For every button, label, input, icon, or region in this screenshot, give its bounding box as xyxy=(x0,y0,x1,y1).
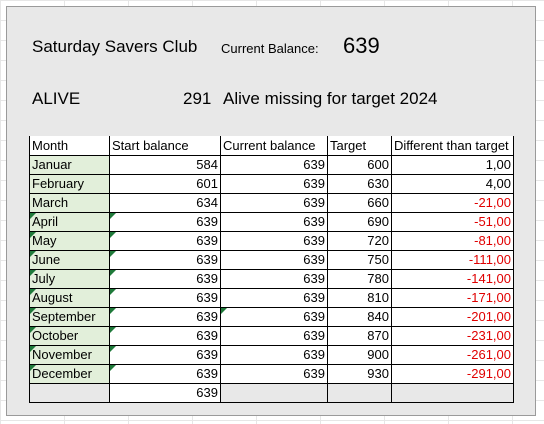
column-header-current-balance[interactable]: Current balance xyxy=(220,136,328,156)
missing-amount[interactable]: 291 xyxy=(183,89,212,108)
target-cell[interactable]: 810 xyxy=(327,287,392,308)
start-balance-cell[interactable]: 639 xyxy=(109,268,221,289)
table-row: June 639 639 750 -111,00 xyxy=(29,249,514,270)
current-balance-cell[interactable]: 639 xyxy=(220,192,328,213)
footer-empty-cell[interactable] xyxy=(220,382,328,403)
table-row: November 639 639 900 -261,00 xyxy=(29,344,514,365)
difference-cell[interactable]: -201,00 xyxy=(391,306,514,327)
current-balance-cell[interactable]: 639 xyxy=(220,154,328,175)
difference-cell[interactable]: -231,00 xyxy=(391,325,514,346)
table-header-row: Month Start balance Current balance Targ… xyxy=(29,136,514,156)
table-footer-row: 639 xyxy=(29,382,514,403)
target-cell[interactable]: 690 xyxy=(327,211,392,232)
current-balance-cell[interactable]: 639 xyxy=(220,344,328,365)
table-row: December 639 639 930 -291,00 xyxy=(29,363,514,384)
difference-cell[interactable]: -261,00 xyxy=(391,344,514,365)
table-row: February 601 639 630 4,00 xyxy=(29,173,514,194)
table-row: August 639 639 810 -171,00 xyxy=(29,287,514,308)
start-balance-cell[interactable]: 639 xyxy=(109,287,221,308)
difference-cell[interactable]: -291,00 xyxy=(391,363,514,384)
table-row: Januar 584 639 600 1,00 xyxy=(29,154,514,175)
column-header-target[interactable]: Target xyxy=(327,136,392,156)
target-cell[interactable]: 900 xyxy=(327,344,392,365)
current-balance-cell[interactable]: 639 xyxy=(220,325,328,346)
difference-cell[interactable]: -21,00 xyxy=(391,192,514,213)
start-balance-cell[interactable]: 639 xyxy=(109,325,221,346)
table-row: May 639 639 720 -81,00 xyxy=(29,230,514,251)
start-balance-cell[interactable]: 601 xyxy=(109,173,221,194)
month-cell[interactable]: September xyxy=(29,306,110,327)
target-cell[interactable]: 780 xyxy=(327,268,392,289)
column-header-difference[interactable]: Different than target xyxy=(391,136,514,156)
target-cell[interactable]: 750 xyxy=(327,249,392,270)
footer-empty-cell[interactable] xyxy=(327,382,392,403)
target-cell[interactable]: 600 xyxy=(327,154,392,175)
column-header-month[interactable]: Month xyxy=(29,136,110,156)
target-cell[interactable]: 720 xyxy=(327,230,392,251)
start-balance-cell[interactable]: 634 xyxy=(109,192,221,213)
start-balance-cell[interactable]: 584 xyxy=(109,154,221,175)
difference-cell[interactable]: -171,00 xyxy=(391,287,514,308)
table-row: July 639 639 780 -141,00 xyxy=(29,268,514,289)
month-cell[interactable]: June xyxy=(29,249,110,270)
month-cell[interactable]: Januar xyxy=(29,154,110,175)
table-row: September 639 639 840 -201,00 xyxy=(29,306,514,327)
month-cell[interactable]: July xyxy=(29,268,110,289)
start-balance-cell[interactable]: 639 xyxy=(109,230,221,251)
difference-cell[interactable]: 4,00 xyxy=(391,173,514,194)
current-balance-cell[interactable]: 639 xyxy=(220,306,328,327)
month-cell[interactable]: May xyxy=(29,230,110,251)
month-cell[interactable]: March xyxy=(29,192,110,213)
status-label[interactable]: ALIVE xyxy=(32,89,81,108)
footer-empty-cell[interactable] xyxy=(391,382,514,403)
month-cell[interactable]: October xyxy=(29,325,110,346)
difference-cell[interactable]: -111,00 xyxy=(391,249,514,270)
start-balance-cell[interactable]: 639 xyxy=(109,211,221,232)
target-cell[interactable]: 630 xyxy=(327,173,392,194)
current-balance-label[interactable]: Current Balance: xyxy=(221,41,319,56)
target-cell[interactable]: 930 xyxy=(327,363,392,384)
current-balance-cell[interactable]: 639 xyxy=(220,211,328,232)
start-balance-cell[interactable]: 639 xyxy=(109,363,221,384)
start-balance-cell[interactable]: 639 xyxy=(109,249,221,270)
target-cell[interactable]: 840 xyxy=(327,306,392,327)
footer-empty-cell[interactable] xyxy=(29,382,110,403)
missing-target-text[interactable]: Alive missing for target 2024 xyxy=(223,89,438,108)
current-balance-cell[interactable]: 639 xyxy=(220,173,328,194)
table-row: March 634 639 660 -21,00 xyxy=(29,192,514,213)
current-balance-cell[interactable]: 639 xyxy=(220,249,328,270)
difference-cell[interactable]: -141,00 xyxy=(391,268,514,289)
month-cell[interactable]: December xyxy=(29,363,110,384)
target-cell[interactable]: 660 xyxy=(327,192,392,213)
current-balance-cell[interactable]: 639 xyxy=(220,230,328,251)
target-cell[interactable]: 870 xyxy=(327,325,392,346)
club-title[interactable]: Saturday Savers Club xyxy=(32,37,198,56)
month-cell[interactable]: November xyxy=(29,344,110,365)
month-cell[interactable]: April xyxy=(29,211,110,232)
savings-panel: Saturday Savers Club Current Balance: 63… xyxy=(6,6,536,416)
month-cell[interactable]: August xyxy=(29,287,110,308)
start-balance-cell[interactable]: 639 xyxy=(109,306,221,327)
start-balance-cell[interactable]: 639 xyxy=(109,344,221,365)
current-balance-value[interactable]: 639 xyxy=(343,33,380,58)
difference-cell[interactable]: -81,00 xyxy=(391,230,514,251)
current-balance-cell[interactable]: 639 xyxy=(220,363,328,384)
current-balance-cell[interactable]: 639 xyxy=(220,268,328,289)
month-cell[interactable]: February xyxy=(29,173,110,194)
start-balance-total[interactable]: 639 xyxy=(109,382,221,403)
current-balance-cell[interactable]: 639 xyxy=(220,287,328,308)
monthly-balance-table: Month Start balance Current balance Targ… xyxy=(29,136,514,403)
difference-cell[interactable]: -51,00 xyxy=(391,211,514,232)
column-header-start-balance[interactable]: Start balance xyxy=(109,136,221,156)
table-row: April 639 639 690 -51,00 xyxy=(29,211,514,232)
difference-cell[interactable]: 1,00 xyxy=(391,154,514,175)
table-row: October 639 639 870 -231,00 xyxy=(29,325,514,346)
